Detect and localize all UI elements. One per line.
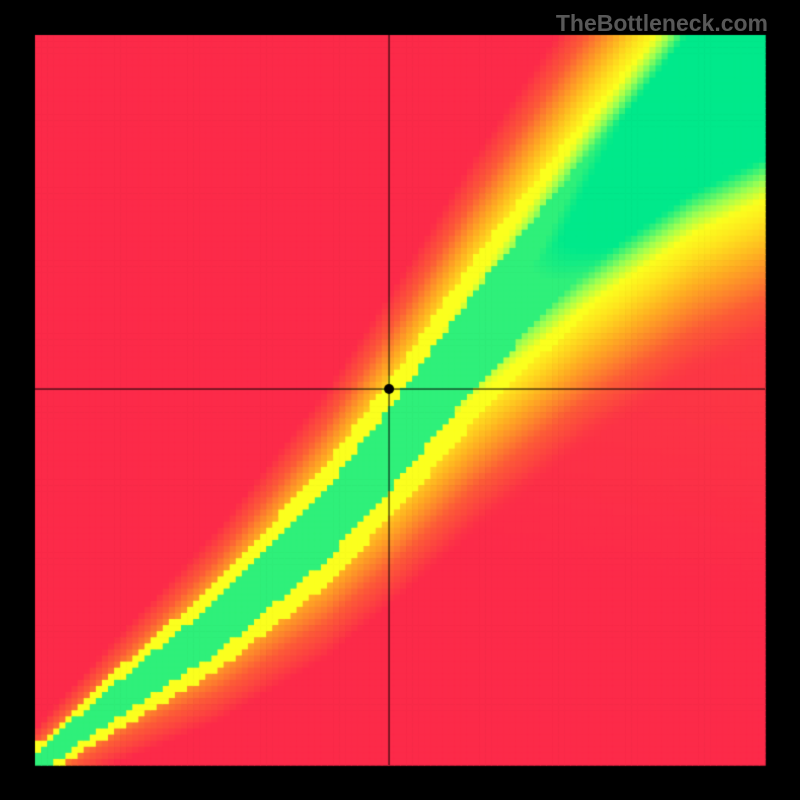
bottleneck-heatmap — [0, 0, 800, 800]
watermark-text: TheBottleneck.com — [556, 10, 768, 37]
